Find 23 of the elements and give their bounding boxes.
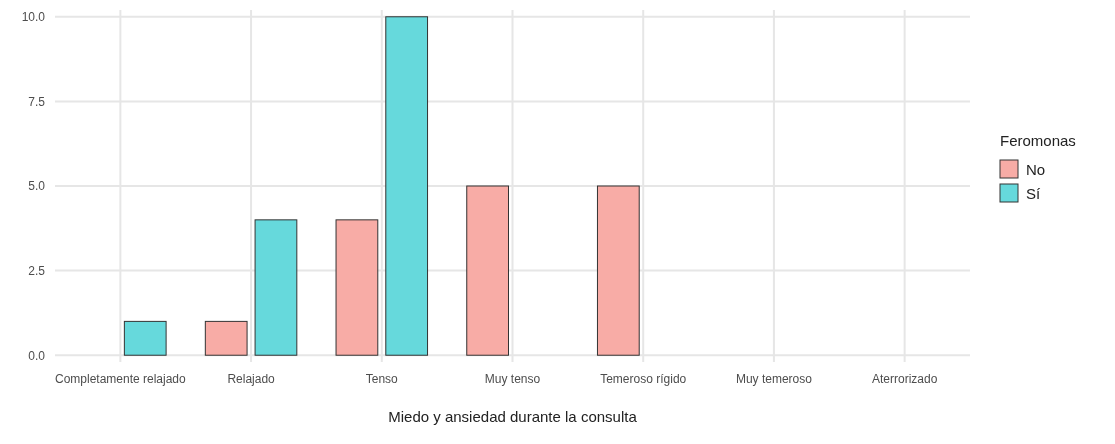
x-tick-label: Tenso [365, 371, 399, 386]
y-tick-label: 5.0 [28, 179, 46, 194]
x-tick-label: Completamente relajado [54, 371, 187, 386]
bar [335, 219, 379, 356]
bar [254, 219, 298, 356]
x-tick-label: Relajado [227, 371, 276, 386]
y-tick-label: 0.0 [28, 348, 46, 363]
bar [385, 16, 429, 356]
bar [204, 320, 248, 356]
y-tick-label: 10.0 [21, 10, 46, 25]
legend-title: Feromonas [1000, 132, 1076, 149]
x-tick-label: Muy tenso [484, 371, 541, 386]
x-tick-label: Aterrorizado [871, 371, 938, 386]
x-tick-label: Temeroso rígido [600, 371, 687, 386]
bar [466, 185, 509, 356]
bar [596, 185, 640, 356]
bar [123, 320, 167, 356]
x-axis-title: Miedo y ansiedad durante la consulta [388, 408, 638, 425]
x-tick-label: Muy temeroso [735, 371, 813, 386]
y-tick-label: 7.5 [28, 94, 46, 109]
y-tick-label: 2.5 [28, 263, 46, 278]
legend-label: Sí [1026, 185, 1041, 202]
legend-label: No [1026, 161, 1046, 178]
